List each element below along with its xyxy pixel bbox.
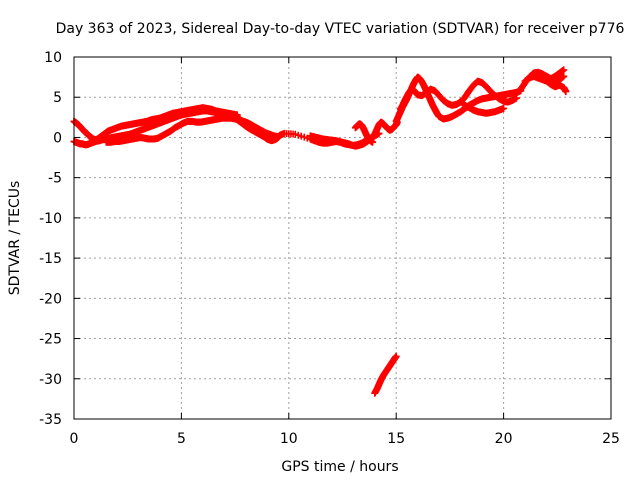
data-point	[560, 72, 568, 80]
y-tick-label: -25	[39, 332, 62, 348]
y-tick-label: 5	[53, 90, 62, 106]
series-track-j	[457, 97, 508, 117]
x-tick-labels: 0 5 10 15 20 25	[70, 431, 620, 447]
data-point	[500, 104, 508, 112]
y-tick-label: -30	[39, 372, 62, 388]
series-track-c	[102, 114, 282, 146]
data-point	[369, 138, 377, 146]
x-tick-label: 5	[177, 431, 186, 447]
y-tick-label: 0	[53, 130, 62, 146]
x-tick-label: 10	[280, 431, 298, 447]
series-track-g	[371, 352, 400, 397]
series-track-e	[306, 118, 401, 150]
y-axis-title: SDTVAR / TECUs	[7, 181, 23, 296]
y-tick-label: -20	[39, 291, 62, 307]
series-track-f	[351, 120, 377, 146]
y-tick-label: -10	[39, 211, 62, 227]
x-tick-label: 25	[602, 431, 620, 447]
series-track-b	[70, 107, 241, 149]
data-point	[562, 88, 570, 96]
ticks	[73, 56, 612, 420]
y-tick-label: -15	[39, 251, 62, 267]
x-tick-label: 20	[495, 431, 513, 447]
y-tick-label: -35	[39, 412, 62, 428]
y-tick-labels: -35 -30 -25 -20 -15 -10 -5 0 5 10	[39, 50, 62, 428]
data-point	[392, 352, 400, 360]
data-point	[560, 66, 568, 74]
plot-frame	[73, 56, 612, 420]
chart-title: Day 363 of 2023, Sidereal Day-to-day VTE…	[56, 21, 625, 37]
data-points	[70, 66, 570, 397]
x-tick-label: 15	[387, 431, 405, 447]
grid	[74, 57, 611, 419]
series-track-m	[530, 70, 568, 86]
x-axis-title: GPS time / hours	[281, 459, 398, 475]
x-tick-label: 0	[70, 431, 79, 447]
y-tick-label: 10	[44, 50, 62, 66]
y-tick-label: -5	[48, 171, 62, 187]
